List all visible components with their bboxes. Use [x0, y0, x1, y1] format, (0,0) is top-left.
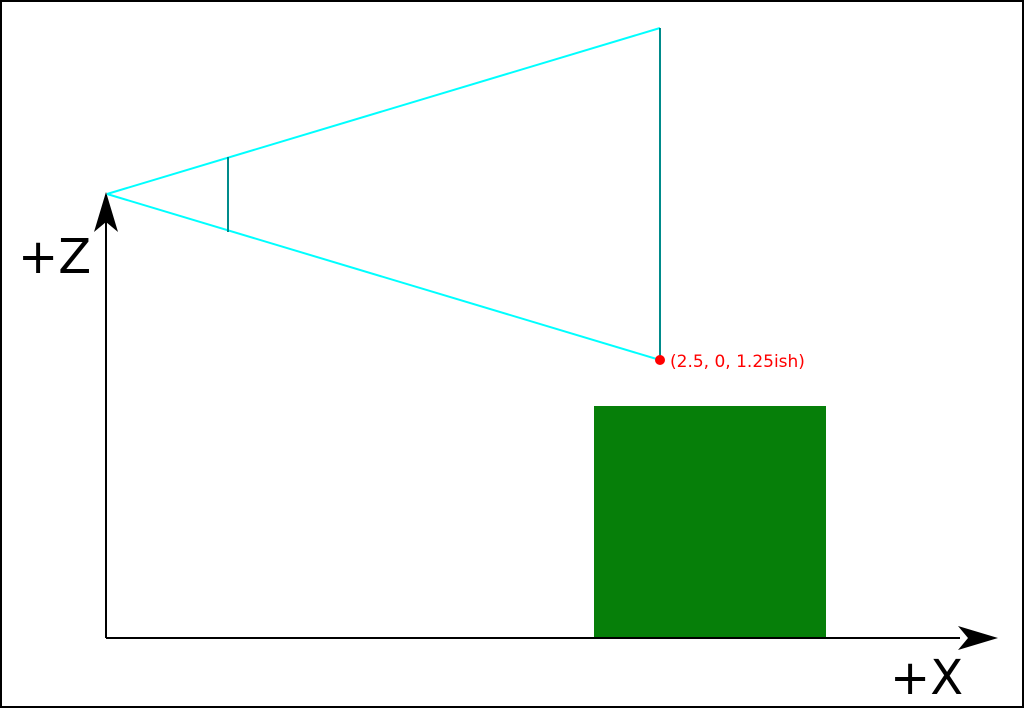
- x-axis-label: +X: [890, 650, 963, 706]
- frustum-top-edge: [106, 27, 661, 195]
- z-axis-label: +Z: [18, 229, 91, 285]
- corner-point-label: (2.5, 0, 1.25ish): [670, 352, 805, 372]
- x-axis-arrowhead: [958, 626, 998, 650]
- frustum-bottom-edge: [106, 193, 661, 361]
- frustum-corner-point: [655, 355, 665, 365]
- z-axis-arrowhead: [94, 192, 118, 232]
- scene-object-box: [594, 406, 826, 638]
